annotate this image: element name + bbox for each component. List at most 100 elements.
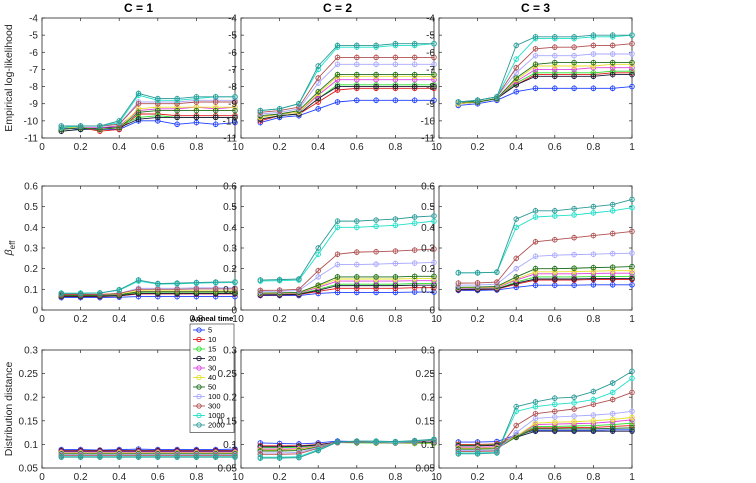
data-point (629, 375, 635, 382)
data-point (135, 116, 142, 122)
data-point (174, 95, 180, 102)
data-point (373, 223, 379, 230)
y-tick-label: 0.05 (416, 464, 436, 475)
series-line (260, 43, 434, 112)
data-point (609, 85, 616, 92)
data-point (552, 252, 558, 258)
y-tick-label: 0.25 (218, 369, 238, 380)
y-tick-label: 0.25 (416, 369, 436, 380)
data-point (629, 59, 635, 66)
data-point (212, 94, 219, 100)
series-line (458, 427, 633, 450)
data-point (58, 454, 65, 460)
data-point (532, 265, 539, 272)
y-tick-label: 0.4 (223, 223, 237, 234)
x-tick-label: 0.8 (388, 472, 402, 483)
data-point (411, 260, 418, 266)
data-point (513, 88, 519, 95)
series-line (458, 62, 632, 103)
panel-title: C = 2 (323, 1, 352, 15)
data-point (494, 279, 500, 285)
data-point (571, 205, 577, 212)
data-point (455, 270, 462, 276)
data-point (571, 59, 577, 66)
legend-item-40: 40 (193, 373, 216, 382)
data-point (431, 213, 437, 219)
data-point (629, 263, 635, 270)
x-tick-label: 0.2 (471, 142, 485, 153)
data-point (334, 99, 341, 105)
data-point (513, 64, 519, 71)
y-tick-label: 0.3 (24, 244, 38, 255)
data-point (532, 85, 539, 92)
data-point (590, 396, 597, 403)
x-tick-label: 1 (431, 314, 437, 325)
data-point (571, 251, 577, 258)
data-point (334, 71, 341, 78)
data-point (590, 251, 597, 257)
data-point (392, 40, 399, 47)
y-tick-label: 0.25 (19, 369, 39, 380)
data-point (411, 437, 418, 444)
x-tick-label: 0.2 (74, 314, 88, 325)
y-tick-label: -11 (223, 134, 237, 145)
data-point (232, 454, 238, 460)
y-tick-label: -7 (426, 65, 435, 76)
panel-8: 00.20.40.60.810.050.10.150.20.250.3Ramp … (218, 346, 438, 483)
series-line (260, 284, 434, 296)
data-point (431, 259, 437, 266)
x-tick-label: 0.4 (509, 314, 523, 325)
data-point (373, 54, 379, 61)
data-point (431, 83, 437, 90)
data-point (532, 426, 539, 432)
data-point (411, 71, 418, 78)
series-line (458, 278, 632, 290)
series-2000 (257, 40, 437, 114)
x-tick-label: 1 (431, 472, 437, 483)
panel-5: 0 0.2 0.4 0.6 0.8 100.10.20.30.40.50.6 (223, 182, 437, 326)
data-point (609, 425, 616, 432)
data-point (552, 426, 558, 432)
data-point (392, 83, 399, 90)
series-line (260, 438, 435, 459)
x-tick-label: 1 (232, 314, 238, 325)
data-point (296, 276, 302, 282)
y-tick-label: 0.4 (24, 223, 38, 234)
data-point (474, 451, 481, 457)
data-point (590, 426, 597, 432)
data-point (116, 286, 122, 293)
data-point (296, 286, 302, 293)
data-point (513, 216, 519, 222)
legend-item-50: 50 (193, 383, 216, 392)
data-point (513, 265, 519, 272)
y-tick-label: -8 (29, 82, 38, 93)
data-point (334, 439, 341, 445)
series-line (458, 252, 633, 286)
x-tick-label: 0.2 (273, 472, 287, 483)
data-point (532, 34, 539, 40)
series-line (458, 417, 633, 449)
series-line (260, 275, 434, 294)
legend-item-20: 20 (193, 354, 216, 363)
x-tick-label: 0.4 (311, 472, 325, 483)
data-point (532, 239, 539, 245)
data-point (609, 208, 616, 214)
legend-label: 100 (208, 392, 221, 401)
series-line (260, 99, 434, 124)
series-line (458, 270, 632, 289)
y-tick-label: 0.5 (421, 202, 435, 213)
data-point (276, 276, 283, 283)
data-point (334, 261, 341, 268)
data-point (609, 389, 616, 396)
y-tick-label: 0.3 (223, 244, 237, 255)
data-point (552, 208, 558, 214)
axes-box (240, 349, 435, 469)
data-point (629, 51, 635, 57)
x-tick-label: 0.2 (273, 142, 287, 153)
data-point (629, 228, 635, 235)
x-tick-label: 0 (39, 142, 45, 153)
data-point (193, 94, 200, 100)
y-tick-label: 0.2 (24, 264, 38, 275)
